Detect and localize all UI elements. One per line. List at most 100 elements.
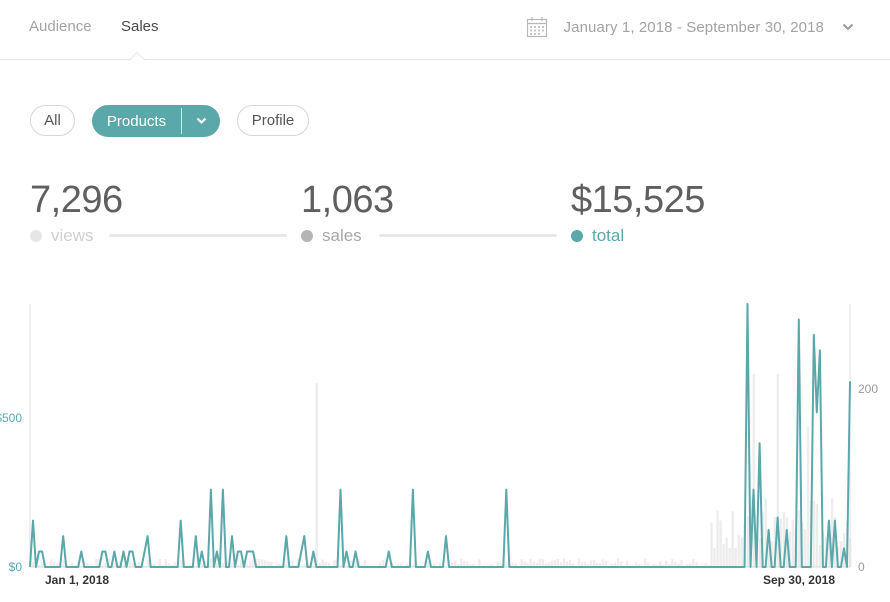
views-bar [95,558,98,567]
views-bar [457,564,460,567]
views-bar [143,565,147,567]
views-bar [451,563,454,567]
views-bar [544,563,547,567]
views-bar [122,564,125,567]
views-bar [659,561,662,567]
filter-products-button[interactable]: Products [92,105,220,137]
views-bar [466,561,469,567]
views-bar [511,562,514,567]
x-start-label: Jan 1, 2018 [45,573,109,587]
views-bar [276,564,279,567]
metric-sales[interactable]: 1,063 sales [301,178,557,245]
views-bar [746,516,749,567]
views-bar [601,559,605,567]
views-bar [264,560,267,567]
views-bar [568,559,572,567]
views-bar [164,559,168,567]
tab-sales[interactable]: Sales [121,18,159,35]
sales-chart[interactable]: $500 $0 200 0 Jan 1, 2018 Sep 30, 2018 [0,290,890,602]
views-bar [686,564,689,567]
views-label: views [51,226,94,245]
views-bar [324,561,327,567]
views-bar [571,563,575,567]
total-legend-dot [571,230,583,242]
filter-all-button[interactable]: All [30,105,75,136]
views-bar [291,560,294,567]
products-dropdown-toggle[interactable] [182,105,220,137]
views-bar [333,560,336,567]
date-range-picker[interactable]: January 1, 2018 - September 30, 2018 [526,16,854,38]
views-bar [86,562,89,567]
views-bar [32,562,35,567]
views-bar [339,564,342,567]
filter-profile-button[interactable]: Profile [237,105,309,136]
total-series-line [29,303,851,568]
views-bar [249,560,252,567]
metric-total[interactable]: $15,525 total [571,178,705,245]
views-bar [538,558,541,567]
views-bar [840,541,843,567]
views-bar [595,562,599,567]
views-bar [677,563,680,567]
views-bar [713,548,716,567]
views-bar [827,531,831,567]
views-bar [523,561,526,567]
views-bar [152,563,156,567]
views-bar [131,563,134,567]
views-bar [782,512,786,567]
views-bar [294,564,297,567]
views-bar [695,562,698,567]
views-bar [454,560,457,567]
views-bar [221,563,225,567]
views-bar [381,559,385,567]
views-bar [520,559,523,567]
views-bar [598,563,602,567]
views-bar [550,560,553,567]
views-bar [399,562,403,567]
views-bar [128,558,131,567]
views-bar [719,520,722,567]
views-bar [50,559,53,567]
views-bar [815,504,819,567]
x-end-label: Sep 30, 2018 [763,573,835,587]
views-bar [469,564,472,567]
sales-value: 1,063 [301,179,394,221]
views-bar [62,560,65,567]
views-bar [200,563,204,567]
views-bar [378,562,382,567]
views-bar [644,558,647,567]
views-bar [396,564,400,567]
views-bar [246,564,249,567]
chevron-down-icon [196,117,206,125]
views-bar [776,374,780,567]
button-divider [181,108,182,134]
left-tick-label: $500 [0,411,22,425]
views-bar [610,563,614,567]
metric-views[interactable]: 7,296 views [30,178,287,245]
tab-audience[interactable]: Audience [29,18,92,35]
filter-products-label: Products [106,112,167,130]
views-bar [764,498,768,567]
views-bar [818,544,822,567]
views-bar [170,564,174,567]
views-bar [255,558,258,567]
views-bar [478,559,481,567]
views-bar [363,559,367,567]
views-bar [728,547,731,567]
views-bar [327,562,330,567]
views-bar [387,565,391,567]
views-bar [345,565,348,567]
views-bar [779,518,783,567]
views-bar [472,563,475,567]
views-bar [674,561,677,567]
views-bar [680,559,683,567]
views-bar [586,563,590,567]
views-bar [411,564,415,567]
views-bar [752,374,755,567]
views-bar [439,562,442,567]
views-bar [830,498,834,567]
views-bar [734,547,737,567]
views-bar [209,558,213,567]
views-bar [529,559,532,567]
views-bar [514,563,517,567]
